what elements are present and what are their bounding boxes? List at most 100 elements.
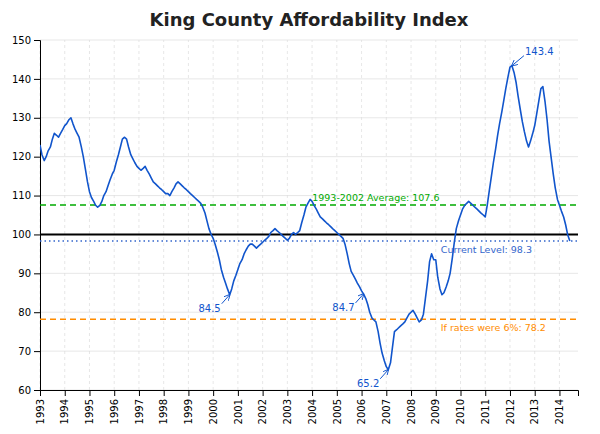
- x-tick-mark: [114, 390, 115, 396]
- plot-area: [40, 66, 578, 370]
- x-tick-mark: [238, 390, 239, 396]
- x-tick-label: 2014: [554, 399, 565, 424]
- x-tick-label: 2002: [257, 399, 268, 424]
- annotation-label: 65.2: [357, 378, 379, 389]
- x-grid-line: [213, 40, 214, 390]
- x-grid-line: [114, 40, 115, 390]
- x-tick-mark: [461, 390, 462, 396]
- y-tick: 90: [18, 268, 40, 279]
- x-tick-mark: [164, 390, 165, 396]
- x-grid-line: [287, 40, 288, 390]
- annotation-arrow: [356, 294, 364, 303]
- x-tick-mark: [510, 390, 511, 396]
- x-tick: 2009: [430, 390, 441, 424]
- x-tick-mark: [337, 390, 338, 396]
- x-tick: 2000: [208, 390, 219, 424]
- y-tick-mark: [34, 312, 40, 313]
- y-axis-line: [34, 41, 41, 391]
- x-tick-mark: [263, 390, 264, 396]
- x-tick-label: 1993: [35, 399, 46, 424]
- y-tick-mark: [34, 390, 40, 391]
- reference-label: If rates were 6%: 78.2: [441, 322, 546, 333]
- x-tick: 2010: [455, 390, 466, 424]
- x-tick-mark: [287, 390, 288, 396]
- x-grid-line: [411, 40, 412, 390]
- x-tick-label: 2003: [282, 399, 293, 424]
- y-tick-label: 130: [12, 112, 31, 123]
- y-tick-label: 110: [12, 190, 31, 201]
- y-tick: 80: [18, 307, 40, 318]
- x-grid-line: [336, 40, 337, 390]
- x-tick: 1995: [84, 390, 95, 424]
- y-tick: 100: [12, 229, 40, 240]
- x-tick-mark: [213, 390, 214, 396]
- x-tick-mark: [535, 390, 536, 396]
- x-tick-label: 1995: [84, 399, 95, 424]
- x-tick-label: 2009: [430, 399, 441, 424]
- x-tick-label: 2000: [208, 399, 219, 424]
- y-tick-mark: [34, 40, 40, 41]
- y-grid-line: [40, 312, 578, 313]
- x-tick-mark: [485, 390, 486, 396]
- x-tick: 1996: [109, 390, 120, 424]
- x-tick-label: 1996: [109, 399, 120, 424]
- y-tick-mark: [34, 351, 40, 352]
- x-grid-line: [262, 40, 263, 390]
- y-tick-label: 120: [12, 151, 31, 162]
- x-tick-label: 2006: [356, 399, 367, 424]
- x-tick: 1994: [59, 390, 70, 424]
- annotation-label: 143.4: [525, 46, 554, 57]
- x-tick: 2006: [356, 390, 367, 424]
- x-tick-label: 1998: [158, 399, 169, 424]
- y-tick: 130: [12, 112, 40, 123]
- x-tick-label: 2001: [233, 399, 244, 424]
- x-tick-mark: [139, 390, 140, 396]
- x-tick: 2002: [257, 390, 268, 424]
- labels: If rates were 6%: 78.2 1993-2002 Average:…: [198, 46, 553, 389]
- x-tick-mark: [89, 390, 90, 396]
- x-tick-label: 1997: [134, 399, 145, 424]
- y-grid-line: [40, 78, 578, 79]
- reference-line: [40, 240, 578, 242]
- x-tick-label: 2004: [307, 399, 318, 424]
- x-tick-mark: [411, 390, 412, 396]
- x-tick: 2012: [505, 390, 516, 424]
- x-tick-label: 1994: [59, 399, 70, 424]
- y-axis: 60 70 80 90 100 110 120 130 140 150: [12, 35, 41, 396]
- reference-label: 1993-2002 Average: 107.6: [312, 192, 439, 203]
- y-tick-label: 150: [12, 35, 31, 46]
- x-tick: 2013: [529, 390, 540, 424]
- x-grid-line: [163, 40, 164, 390]
- x-tick-mark: [362, 390, 363, 396]
- y-tick-label: 140: [12, 74, 31, 85]
- y-tick: 120: [12, 151, 40, 162]
- y-tick-label: 80: [18, 307, 31, 318]
- x-grid-line: [312, 40, 313, 390]
- y-tick-mark: [34, 157, 40, 158]
- reference-line: [40, 204, 578, 206]
- x-tick: 2001: [233, 390, 244, 424]
- x-grid-line: [559, 40, 560, 390]
- y-grid-line: [40, 273, 578, 274]
- y-tick: 60: [18, 385, 40, 396]
- reference-label: Current Level: 98.3: [441, 244, 532, 255]
- x-tick: 2014: [554, 390, 565, 424]
- y-tick-label: 90: [18, 268, 31, 279]
- chart: 1993199419951996199719981999200020012002…: [0, 0, 600, 434]
- title: King County Affordability Index: [150, 9, 469, 30]
- y-grid-line: [40, 156, 578, 157]
- x-tick-label: 2007: [381, 399, 392, 424]
- x-axis-line: [41, 391, 579, 397]
- x-grid-line: [138, 40, 139, 390]
- y-grid-line: [40, 40, 578, 41]
- y-tick-label: 70: [18, 346, 31, 357]
- x-tick: 2008: [406, 390, 417, 424]
- y-tick: 70: [18, 346, 40, 357]
- y-grid-line: [40, 117, 578, 118]
- x-tick: 2005: [332, 390, 343, 424]
- x-tick: 2003: [282, 390, 293, 424]
- x-grid-line: [386, 40, 387, 390]
- x-tick-label: 2011: [480, 399, 491, 424]
- x-grid-line: [89, 40, 90, 390]
- x-tick-label: 2005: [332, 399, 343, 424]
